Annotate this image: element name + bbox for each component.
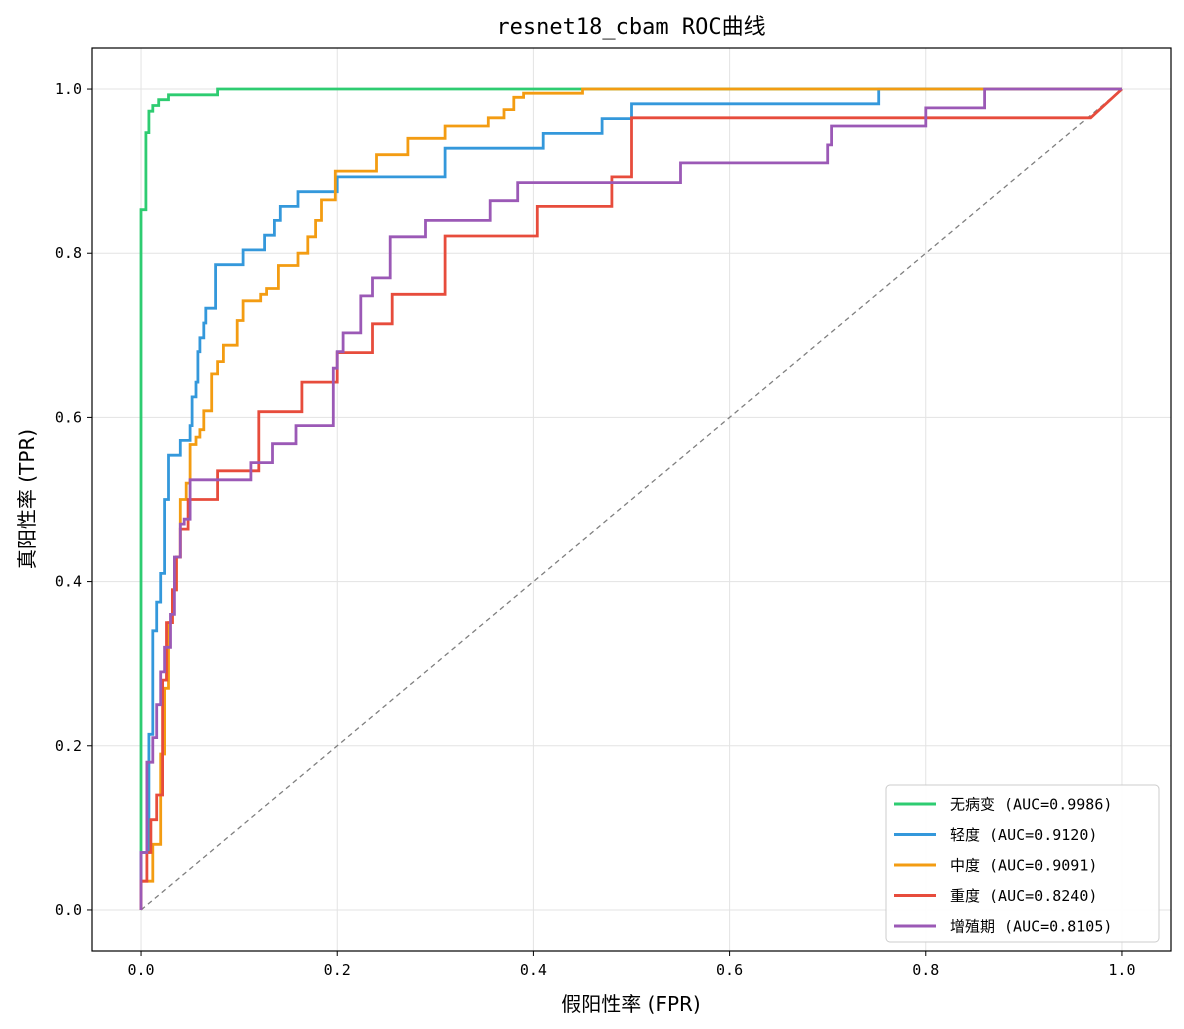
roc-series-group	[139, 87, 1123, 910]
y-tick-label: 0.4	[55, 573, 82, 591]
legend-label-1: 轻度 (AUC=0.9120)	[950, 826, 1097, 844]
y-tick-label: 0.0	[55, 901, 82, 919]
y-tick-label: 0.6	[55, 408, 82, 426]
grid-lines	[92, 48, 1171, 951]
x-tick-label: 0.8	[912, 961, 939, 979]
legend-label-0: 无病变 (AUC=0.9986)	[950, 796, 1112, 814]
x-axis-title: 假阳性率 (FPR)	[561, 992, 700, 1016]
x-tick-label: 0.2	[324, 961, 351, 979]
x-axis-ticks: 0.0 0.2 0.4 0.6 0.8 1.0	[127, 951, 1136, 979]
x-tick-label: 0.0	[127, 961, 154, 979]
roc-series-line-1	[139, 87, 1122, 910]
y-tick-label: 1.0	[55, 80, 82, 98]
roc-series-line-0	[139, 87, 1122, 910]
y-tick-label: 0.2	[55, 737, 82, 755]
legend-label-3: 重度 (AUC=0.8240)	[950, 887, 1097, 905]
y-tick-label: 0.8	[55, 244, 82, 262]
x-tick-label: 0.4	[520, 961, 547, 979]
x-tick-label: 0.6	[716, 961, 743, 979]
legend-label-2: 中度 (AUC=0.9091)	[950, 857, 1097, 875]
roc-series-line-3	[139, 87, 1123, 910]
reference-diagonal-line	[140, 88, 1123, 911]
y-axis-title: 真阳性率 (TPR)	[15, 429, 39, 569]
legend-label-4: 增殖期 (AUC=0.8105)	[950, 918, 1112, 936]
legend: 无病变 (AUC=0.9986) 轻度 (AUC=0.9120) 中度 (AUC=0…	[885, 784, 1160, 943]
roc-series-line-4	[139, 87, 1122, 910]
y-axis-ticks: 0.0 0.2 0.4 0.6 0.8 1.0	[55, 80, 92, 919]
plot-frame	[91, 47, 1172, 952]
legend-box	[885, 784, 1160, 943]
x-tick-label: 1.0	[1108, 961, 1135, 979]
chart-title: resnet18_cbam ROC曲线	[496, 15, 765, 40]
